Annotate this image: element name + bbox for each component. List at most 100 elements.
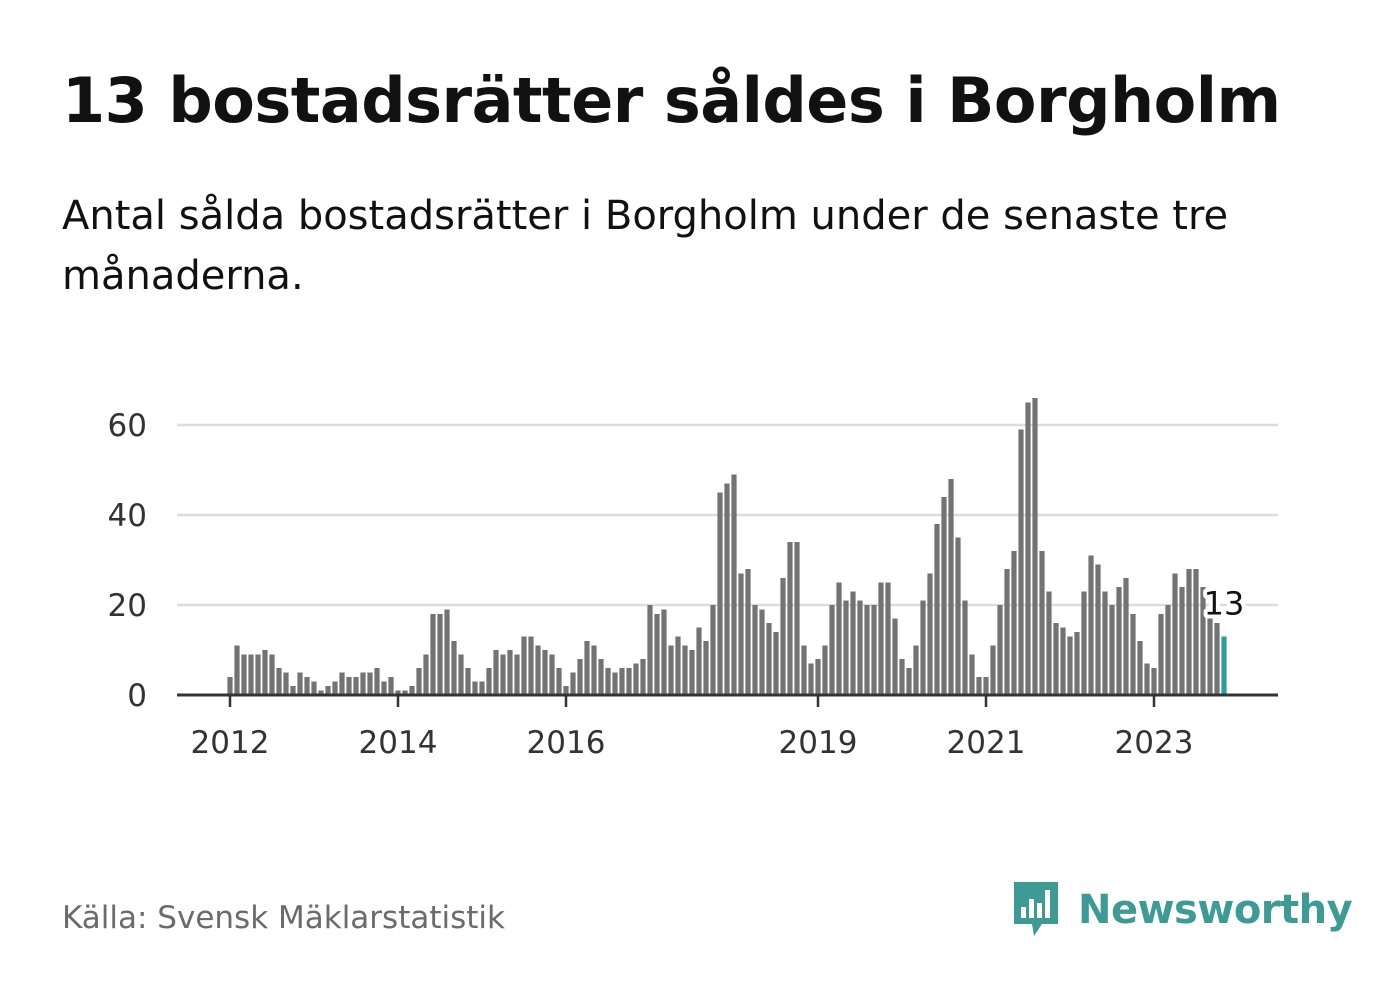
x-tick-label-2019: 2019	[779, 725, 858, 761]
bar	[647, 605, 653, 695]
bar	[1074, 632, 1080, 695]
x-tick-label-2021: 2021	[947, 725, 1026, 761]
bar	[738, 573, 744, 695]
bar	[668, 645, 674, 695]
bar	[528, 636, 534, 695]
bar	[794, 542, 800, 695]
bar	[717, 492, 723, 695]
bar	[997, 605, 1003, 695]
bar	[1025, 402, 1031, 695]
bar	[234, 645, 240, 695]
bar	[451, 641, 457, 695]
bar	[416, 668, 422, 695]
bar	[1046, 591, 1052, 695]
bar	[1004, 569, 1010, 695]
bar	[367, 672, 373, 695]
bar	[864, 605, 870, 695]
newsworthy-logo: Newsworthy	[1012, 880, 1353, 940]
bar	[556, 668, 562, 695]
bar	[325, 686, 331, 695]
bar	[948, 479, 954, 695]
bar	[724, 483, 730, 695]
bar	[283, 672, 289, 695]
bar	[437, 614, 443, 695]
bar	[1214, 623, 1220, 695]
x-tick-label-2023: 2023	[1115, 725, 1194, 761]
bar	[1207, 618, 1213, 695]
bar	[1165, 605, 1171, 695]
bar	[626, 668, 632, 695]
bar	[1186, 569, 1192, 695]
bar	[913, 645, 919, 695]
bar	[304, 677, 310, 695]
bar	[745, 569, 751, 695]
bar	[1130, 614, 1136, 695]
bar	[1172, 573, 1178, 695]
bar	[934, 524, 940, 695]
bar	[360, 672, 366, 695]
bar	[773, 632, 779, 695]
bar	[542, 650, 548, 695]
bar	[430, 614, 436, 695]
bar	[591, 645, 597, 695]
y-tick-label-40: 40	[108, 498, 147, 534]
data-label-latest: 13	[1204, 585, 1245, 623]
bar	[1158, 614, 1164, 695]
bar	[969, 654, 975, 695]
bar	[1109, 605, 1115, 695]
bar	[1144, 663, 1150, 695]
bar	[850, 591, 856, 695]
bar	[577, 659, 583, 695]
bar	[500, 654, 506, 695]
bar	[661, 609, 667, 695]
bar	[486, 668, 492, 695]
x-tick-label-2016: 2016	[527, 725, 606, 761]
bar	[458, 654, 464, 695]
bar	[598, 659, 604, 695]
bar	[990, 645, 996, 695]
newsworthy-logo-icon	[1014, 882, 1058, 936]
bar	[822, 645, 828, 695]
bar	[549, 654, 555, 695]
bar	[1032, 398, 1038, 695]
bar	[1151, 668, 1157, 695]
bar	[570, 672, 576, 695]
y-tick-label-20: 20	[108, 588, 147, 624]
bar	[465, 668, 471, 695]
x-tick-label-2014: 2014	[359, 725, 438, 761]
bar	[836, 582, 842, 695]
bar	[1053, 623, 1059, 695]
bar	[654, 614, 660, 695]
bar	[584, 641, 590, 695]
bar	[374, 668, 380, 695]
bar	[535, 645, 541, 695]
bar	[1011, 551, 1017, 695]
x-tick-label-2012: 2012	[191, 725, 270, 761]
bar	[675, 636, 681, 695]
bar	[696, 627, 702, 695]
bar	[885, 582, 891, 695]
bar	[311, 681, 317, 695]
y-tick-label-60: 60	[108, 408, 147, 444]
bar	[787, 542, 793, 695]
bar	[808, 663, 814, 695]
bar	[689, 650, 695, 695]
bar	[871, 605, 877, 695]
bar	[227, 677, 233, 695]
bar	[780, 578, 786, 695]
bar	[605, 668, 611, 695]
bar	[899, 659, 905, 695]
bar	[906, 668, 912, 695]
bar	[752, 605, 758, 695]
newsworthy-logo-text: Newsworthy	[1078, 887, 1353, 933]
bar	[1102, 591, 1108, 695]
bar	[612, 672, 618, 695]
bar	[290, 686, 296, 695]
bar	[1039, 551, 1045, 695]
bar	[633, 663, 639, 695]
bar	[493, 650, 499, 695]
bar	[892, 618, 898, 695]
bar	[843, 600, 849, 695]
bar	[241, 654, 247, 695]
bar	[346, 677, 352, 695]
